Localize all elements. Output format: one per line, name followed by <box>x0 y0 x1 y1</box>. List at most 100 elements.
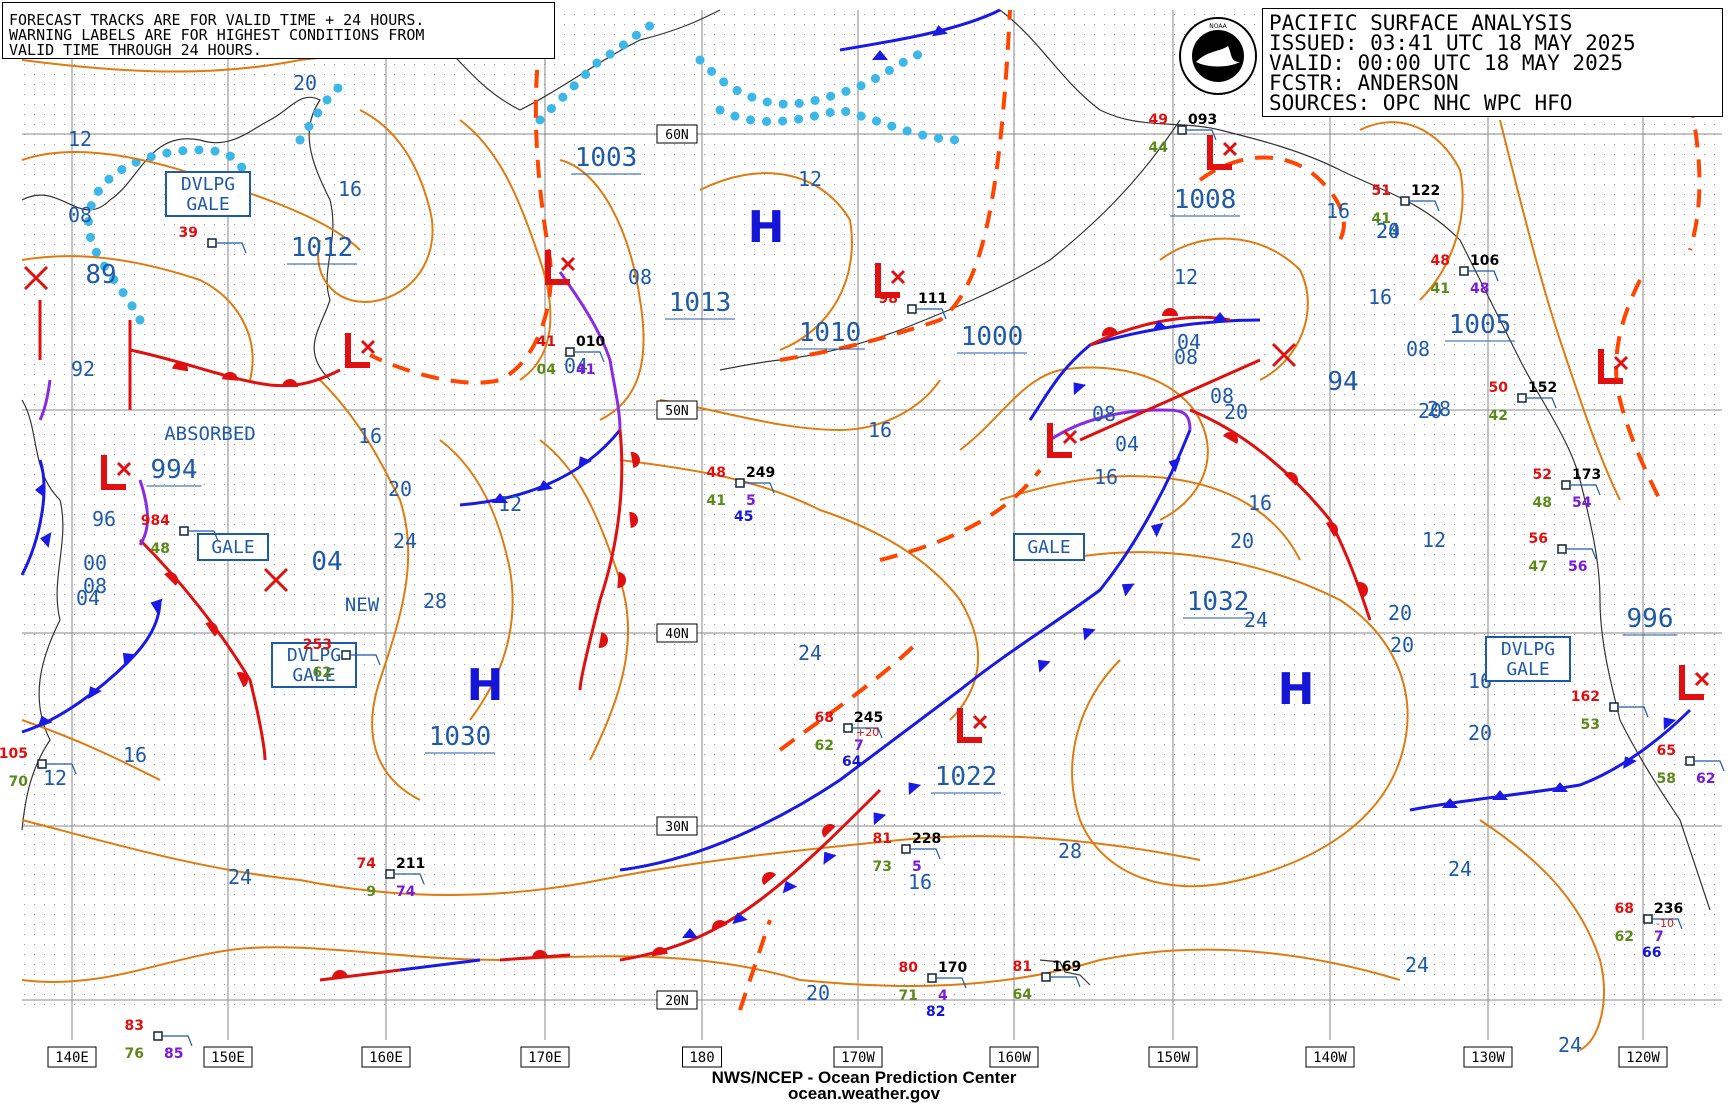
low-center-1008-value: 1008 <box>1174 185 1237 215</box>
ship-observation: 68 245 62 764 +20 <box>815 710 884 770</box>
low-symbol-icon <box>1207 135 1238 170</box>
storm-tracks <box>38 300 1261 442</box>
station-square-icon <box>907 304 917 314</box>
isobar-label: 20 <box>388 477 412 501</box>
ship-observation: 74 211 9 74 <box>357 856 426 900</box>
isobar-label: 24 <box>393 529 417 553</box>
low-center-994-value: 994 <box>151 455 198 485</box>
isobar-label: 08 <box>1092 402 1116 426</box>
svg-text:80: 80 <box>899 960 919 976</box>
svg-text:130W: 130W <box>1471 1050 1505 1066</box>
wind-barb-icon <box>1652 918 1683 930</box>
station-square-icon <box>901 844 911 854</box>
isobar-label: 20 <box>1418 399 1442 423</box>
wind-barb-icon <box>574 351 605 363</box>
isobar-label: 16 <box>123 743 147 767</box>
svg-text:81: 81 <box>873 831 892 847</box>
low-symbol-icon <box>957 708 988 743</box>
warning-dvlpg-gale-nw-text: GALE <box>186 194 229 215</box>
isobar-label: 24 <box>1376 219 1400 243</box>
station-square-icon <box>927 973 937 983</box>
forecast-x-icon <box>23 265 49 291</box>
warning-gale-west: GALE <box>197 533 269 561</box>
station-square-icon <box>1517 393 1527 403</box>
forecast-low-04: 04 <box>263 547 343 593</box>
svg-text:85: 85 <box>164 1046 183 1062</box>
svg-text:162: 162 <box>1571 689 1600 705</box>
svg-text:30N: 30N <box>665 820 688 835</box>
low-symbol-icon <box>1679 665 1710 700</box>
isobar-label: 12 <box>68 127 92 151</box>
station-square-icon <box>341 650 351 660</box>
wind-barb-icon <box>910 848 941 860</box>
station-square-icon <box>207 238 217 248</box>
svg-text:40N: 40N <box>665 627 688 642</box>
isobar-label: 24 <box>798 641 822 665</box>
warning-gale-central: GALE <box>1013 533 1085 561</box>
low-center-1005-value: 1005 <box>1449 310 1512 340</box>
svg-text:180: 180 <box>689 1050 714 1066</box>
svg-text:4: 4 <box>938 988 948 1004</box>
isobar-label: 08 <box>628 265 652 289</box>
isobar-label: 24 <box>1244 608 1268 632</box>
ship-observation: 162 53 <box>1571 689 1649 733</box>
forecast-x-icon <box>1271 342 1297 368</box>
wind-barb-icon <box>1618 706 1649 718</box>
svg-text:245: 245 <box>854 710 883 726</box>
ship-observation: 984 48 <box>141 513 219 557</box>
title-line-3: VALID: 00:00 UTC 18 MAY 2025 <box>1269 51 1624 75</box>
footer-line-2[interactable]: ocean.weather.gov <box>787 1084 941 1103</box>
high-symbol-icon: H <box>467 660 504 711</box>
warning-dvlpg-gale-west-text: GALE <box>292 665 335 686</box>
isobar-label: 12 <box>1174 265 1198 289</box>
wind-barb-icon <box>852 727 883 739</box>
warning-gale-west-text: GALE <box>211 537 254 558</box>
isobar-label: 20 <box>1230 529 1254 553</box>
svg-text:48: 48 <box>151 541 170 557</box>
svg-text:56: 56 <box>1568 559 1587 575</box>
station-square-icon <box>1041 972 1051 982</box>
svg-text:45: 45 <box>734 509 753 525</box>
svg-text:7: 7 <box>854 738 864 754</box>
svg-text:236: 236 <box>1654 901 1683 917</box>
low-center-1000-value: 1000 <box>961 322 1024 352</box>
svg-text:48: 48 <box>1470 281 1489 297</box>
latitude-label: 60N <box>656 124 698 144</box>
ship-observation: 48 249 41 545 <box>707 465 776 525</box>
isobar-label: 12 <box>43 766 67 790</box>
longitude-label: 140W <box>1305 1046 1355 1068</box>
ship-observation: 81 169 64 <box>1013 959 1082 1003</box>
ship-observation: 50 152 42 <box>1489 380 1558 424</box>
title-line-1: PACIFIC SURFACE ANALYSIS <box>1269 11 1573 35</box>
warning-dvlpg-gale-east-text: GALE <box>1506 659 1549 680</box>
isobar-label: 28 <box>1427 397 1451 421</box>
svg-text:140W: 140W <box>1313 1050 1347 1066</box>
footer-line-1[interactable]: NWS/NCEP - Ocean Prediction Center <box>711 1068 1017 1087</box>
station-square-icon <box>1685 756 1695 766</box>
svg-text:160E: 160E <box>369 1050 403 1066</box>
svg-text:NOAA: NOAA <box>1209 23 1227 30</box>
ship-observation: 105 70 <box>0 746 77 790</box>
svg-text:249: 249 <box>746 465 775 481</box>
coast-chukotka <box>419 9 721 111</box>
isobar-label: 24 <box>1558 1033 1582 1057</box>
isobar-label: 00 <box>83 551 107 575</box>
svg-text:48: 48 <box>1533 495 1552 511</box>
high-center-1013: H 1013 <box>665 202 784 320</box>
low-symbol-icon <box>1598 349 1629 384</box>
svg-text:5: 5 <box>746 493 756 509</box>
svg-text:76: 76 <box>125 1046 144 1062</box>
low-symbol-icon <box>345 333 376 368</box>
svg-text:98: 98 <box>879 291 898 307</box>
station-square-icon <box>1177 125 1187 135</box>
occluded-fronts <box>38 271 1192 546</box>
title-box: PACIFIC SURFACE ANALYSIS ISSUED: 03:41 U… <box>1262 8 1723 117</box>
wind-barb-icon <box>1409 200 1440 212</box>
station-square-icon <box>385 869 395 879</box>
ship-observation: 49 093 44 <box>1149 112 1218 156</box>
forecast-low-89-value: 89 <box>85 260 116 290</box>
svg-text:47: 47 <box>1529 559 1548 575</box>
warning-dvlpg-gale-nw-text: DVLPG <box>181 174 235 195</box>
svg-text:82: 82 <box>926 1004 945 1020</box>
